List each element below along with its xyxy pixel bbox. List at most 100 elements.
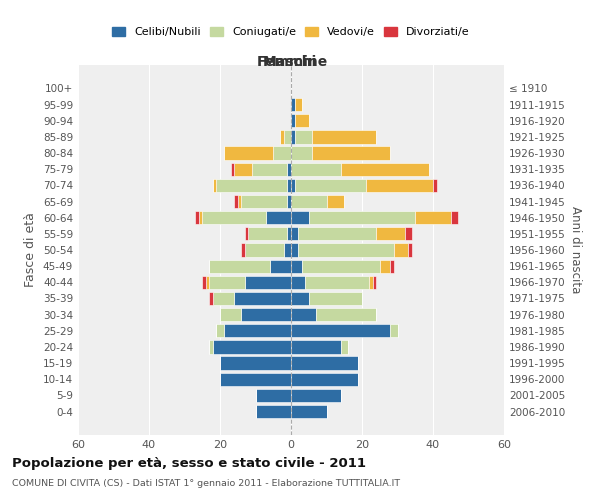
- Bar: [256, 405, 291, 418]
- Bar: [291, 227, 298, 240]
- Bar: [209, 276, 245, 289]
- Bar: [291, 389, 341, 402]
- Bar: [391, 324, 398, 338]
- Bar: [309, 292, 362, 305]
- Bar: [380, 260, 391, 273]
- Bar: [291, 162, 341, 176]
- Bar: [234, 292, 291, 305]
- Bar: [376, 227, 404, 240]
- Bar: [220, 356, 291, 370]
- Bar: [234, 162, 252, 176]
- Bar: [213, 340, 291, 353]
- Text: Femmine: Femmine: [256, 55, 328, 69]
- Bar: [316, 308, 376, 321]
- Bar: [295, 179, 365, 192]
- Bar: [287, 179, 291, 192]
- Bar: [295, 114, 309, 128]
- Y-axis label: Anni di nascita: Anni di nascita: [569, 206, 582, 294]
- Bar: [238, 195, 241, 208]
- Bar: [291, 372, 358, 386]
- Bar: [309, 211, 415, 224]
- Bar: [373, 276, 376, 289]
- Bar: [220, 308, 241, 321]
- Bar: [326, 195, 344, 208]
- Bar: [241, 195, 287, 208]
- Bar: [241, 308, 291, 321]
- Bar: [433, 179, 437, 192]
- Bar: [224, 146, 273, 160]
- Bar: [202, 276, 206, 289]
- Bar: [291, 98, 295, 111]
- Bar: [291, 340, 341, 353]
- Bar: [391, 260, 394, 273]
- Bar: [209, 260, 270, 273]
- Y-axis label: Fasce di età: Fasce di età: [25, 212, 37, 288]
- Bar: [291, 130, 295, 143]
- Bar: [313, 130, 376, 143]
- Bar: [291, 324, 391, 338]
- Bar: [298, 244, 394, 256]
- Bar: [369, 276, 373, 289]
- Bar: [273, 146, 291, 160]
- Bar: [230, 162, 234, 176]
- Bar: [206, 276, 209, 289]
- Bar: [209, 292, 213, 305]
- Bar: [365, 179, 433, 192]
- Bar: [408, 244, 412, 256]
- Bar: [287, 227, 291, 240]
- Bar: [220, 372, 291, 386]
- Bar: [302, 260, 380, 273]
- Bar: [287, 162, 291, 176]
- Bar: [199, 211, 202, 224]
- Bar: [245, 227, 248, 240]
- Bar: [256, 389, 291, 402]
- Bar: [291, 356, 358, 370]
- Bar: [291, 146, 313, 160]
- Bar: [298, 227, 376, 240]
- Bar: [341, 340, 348, 353]
- Text: Popolazione per età, sesso e stato civile - 2011: Popolazione per età, sesso e stato civil…: [12, 458, 366, 470]
- Bar: [284, 244, 291, 256]
- Bar: [245, 244, 284, 256]
- Bar: [241, 244, 245, 256]
- Bar: [245, 276, 291, 289]
- Bar: [415, 211, 451, 224]
- Bar: [291, 260, 302, 273]
- Bar: [291, 405, 326, 418]
- Bar: [213, 179, 217, 192]
- Bar: [291, 276, 305, 289]
- Bar: [284, 130, 291, 143]
- Bar: [213, 292, 234, 305]
- Legend: Celibi/Nubili, Coniugati/e, Vedovi/e, Divorziati/e: Celibi/Nubili, Coniugati/e, Vedovi/e, Di…: [108, 22, 474, 42]
- Bar: [451, 211, 458, 224]
- Bar: [291, 244, 298, 256]
- Bar: [291, 195, 326, 208]
- Text: Maschi: Maschi: [263, 55, 317, 69]
- Bar: [266, 211, 291, 224]
- Bar: [202, 211, 266, 224]
- Bar: [394, 244, 408, 256]
- Bar: [404, 227, 412, 240]
- Bar: [291, 179, 295, 192]
- Bar: [287, 195, 291, 208]
- Bar: [305, 276, 369, 289]
- Bar: [291, 308, 316, 321]
- Bar: [209, 340, 213, 353]
- Text: COMUNE DI CIVITA (CS) - Dati ISTAT 1° gennaio 2011 - Elaborazione TUTTITALIA.IT: COMUNE DI CIVITA (CS) - Dati ISTAT 1° ge…: [12, 479, 400, 488]
- Bar: [224, 324, 291, 338]
- Bar: [341, 162, 430, 176]
- Bar: [291, 292, 309, 305]
- Bar: [280, 130, 284, 143]
- Bar: [291, 114, 295, 128]
- Bar: [270, 260, 291, 273]
- Bar: [195, 211, 199, 224]
- Bar: [248, 227, 287, 240]
- Bar: [313, 146, 391, 160]
- Bar: [217, 179, 287, 192]
- Bar: [291, 211, 309, 224]
- Bar: [295, 98, 302, 111]
- Bar: [295, 130, 313, 143]
- Bar: [217, 324, 224, 338]
- Bar: [234, 195, 238, 208]
- Bar: [252, 162, 287, 176]
